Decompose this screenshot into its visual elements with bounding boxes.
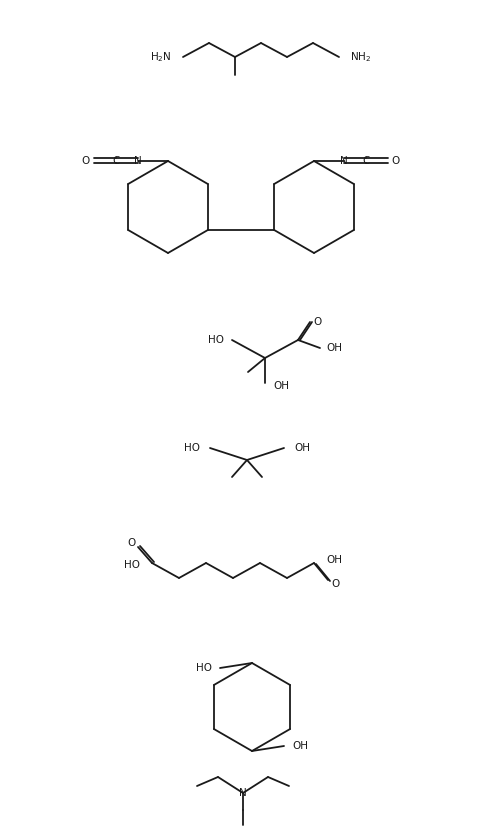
Text: OH: OH <box>294 443 310 453</box>
Text: O: O <box>392 156 400 166</box>
Text: HO: HO <box>208 335 224 345</box>
Text: OH: OH <box>273 381 289 391</box>
Text: HO: HO <box>124 560 140 570</box>
Text: O: O <box>331 579 339 589</box>
Text: OH: OH <box>326 555 342 565</box>
Text: N: N <box>134 156 142 166</box>
Text: NH$_2$: NH$_2$ <box>351 50 372 64</box>
Text: C: C <box>362 156 370 166</box>
Text: N: N <box>340 156 348 166</box>
Text: HO: HO <box>196 663 212 673</box>
Text: OH: OH <box>292 741 308 751</box>
Text: O: O <box>127 538 135 548</box>
Text: OH: OH <box>326 343 342 353</box>
Text: H$_2$N: H$_2$N <box>150 50 172 64</box>
Text: O: O <box>313 317 321 327</box>
Text: C: C <box>112 156 120 166</box>
Text: HO: HO <box>184 443 200 453</box>
Text: O: O <box>82 156 90 166</box>
Text: N: N <box>239 788 247 798</box>
